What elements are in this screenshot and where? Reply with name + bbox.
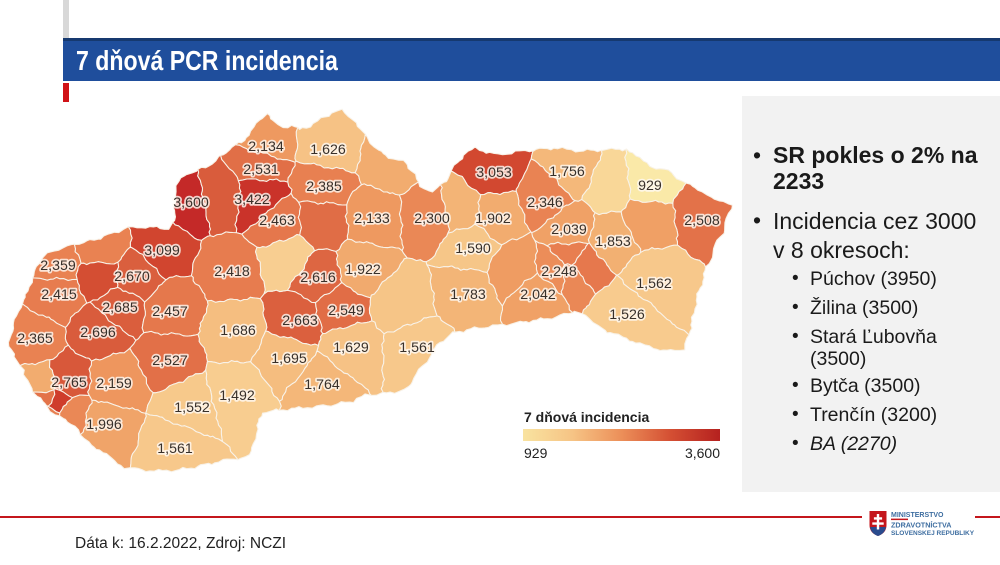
svg-text:2,418: 2,418 xyxy=(214,264,250,280)
svg-text:2,508: 2,508 xyxy=(684,213,720,229)
svg-text:2,346: 2,346 xyxy=(527,195,563,211)
svg-text:1,629: 1,629 xyxy=(333,340,369,356)
svg-text:2,457: 2,457 xyxy=(152,304,188,320)
svg-text:2,359: 2,359 xyxy=(40,258,76,274)
svg-text:1,902: 1,902 xyxy=(475,211,511,227)
svg-text:2,300: 2,300 xyxy=(414,211,450,227)
svg-text:2,133: 2,133 xyxy=(354,211,390,227)
svg-text:2,531: 2,531 xyxy=(243,162,279,178)
svg-text:2,685: 2,685 xyxy=(102,300,138,316)
svg-text:1,695: 1,695 xyxy=(271,351,307,367)
svg-text:1,922: 1,922 xyxy=(345,262,381,278)
svg-text:2,616: 2,616 xyxy=(300,270,336,286)
svg-text:ZDRAVOTNÍCTVA: ZDRAVOTNÍCTVA xyxy=(891,521,951,530)
svg-text:929: 929 xyxy=(638,178,662,194)
svg-text:2,415: 2,415 xyxy=(41,287,77,303)
svg-text:2,527: 2,527 xyxy=(152,353,188,369)
svg-text:2,159: 2,159 xyxy=(96,376,132,392)
svg-text:1,562: 1,562 xyxy=(636,276,672,292)
svg-text:2,365: 2,365 xyxy=(17,331,53,347)
svg-text:1,853: 1,853 xyxy=(595,234,631,250)
svg-text:2,248: 2,248 xyxy=(541,264,577,280)
svg-text:1,590: 1,590 xyxy=(455,241,491,257)
svg-text:2,549: 2,549 xyxy=(328,303,364,319)
svg-text:1,561: 1,561 xyxy=(399,340,435,356)
svg-text:2,670: 2,670 xyxy=(114,269,150,285)
svg-text:1,552: 1,552 xyxy=(174,400,210,416)
svg-text:1,561: 1,561 xyxy=(157,441,193,457)
svg-text:3,422: 3,422 xyxy=(234,192,270,208)
svg-text:1,756: 1,756 xyxy=(549,164,585,180)
svg-text:SLOVENSKEJ REPUBLIKY: SLOVENSKEJ REPUBLIKY xyxy=(891,530,975,537)
svg-text:1,783: 1,783 xyxy=(450,287,486,303)
svg-text:1,686: 1,686 xyxy=(220,323,256,339)
svg-text:2,039: 2,039 xyxy=(551,222,587,238)
svg-text:MINISTERSTVO: MINISTERSTVO xyxy=(891,512,944,519)
svg-text:1,492: 1,492 xyxy=(219,388,255,404)
svg-text:1,626: 1,626 xyxy=(310,142,346,158)
svg-text:2,134: 2,134 xyxy=(248,139,284,155)
svg-text:1,764: 1,764 xyxy=(304,377,340,393)
svg-text:2,042: 2,042 xyxy=(520,287,556,303)
svg-text:1,526: 1,526 xyxy=(609,307,645,323)
svg-text:3,600: 3,600 xyxy=(173,195,209,211)
svg-text:1,996: 1,996 xyxy=(86,417,122,433)
svg-text:3,053: 3,053 xyxy=(476,165,512,181)
svg-text:2,765: 2,765 xyxy=(51,375,87,391)
svg-text:3,099: 3,099 xyxy=(144,243,180,259)
svg-text:2,696: 2,696 xyxy=(80,325,116,341)
svg-text:2,385: 2,385 xyxy=(306,179,342,195)
svg-text:2,463: 2,463 xyxy=(259,213,295,229)
svg-text:2,663: 2,663 xyxy=(282,313,318,329)
